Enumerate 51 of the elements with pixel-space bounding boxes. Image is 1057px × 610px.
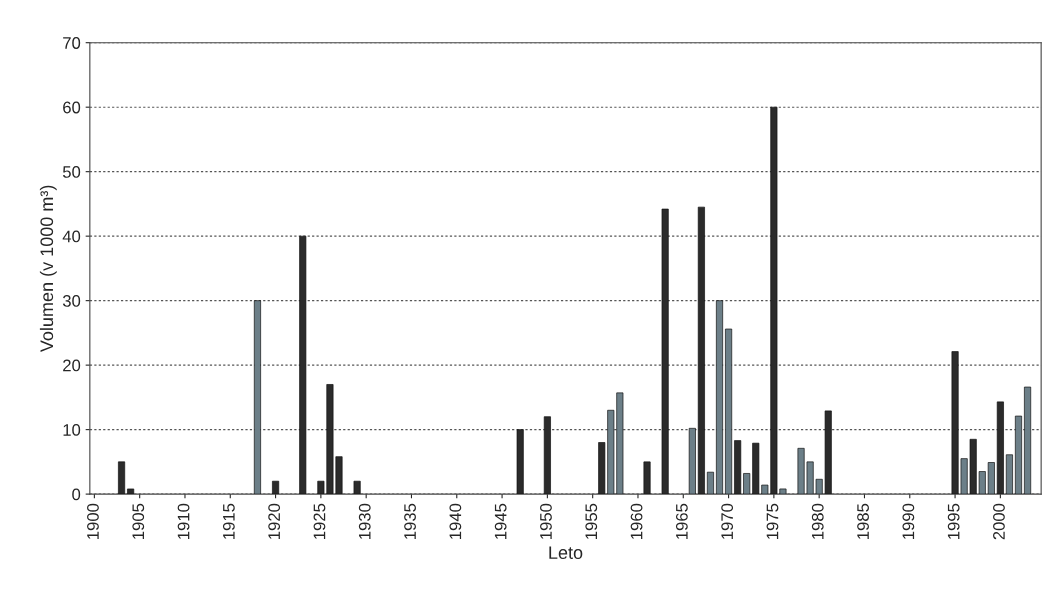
y-tick-label: 0 bbox=[72, 488, 81, 501]
x-tick-label: 1900 bbox=[87, 503, 99, 539]
bar bbox=[543, 416, 551, 495]
x-tick-label: 1955 bbox=[585, 503, 598, 539]
x-tick-label: 1970 bbox=[721, 503, 734, 539]
bar bbox=[118, 461, 126, 495]
x-tick-label: 1935 bbox=[404, 503, 416, 539]
bar bbox=[697, 206, 705, 495]
bar bbox=[725, 328, 733, 495]
x-tick-label: 1960 bbox=[630, 503, 643, 539]
bar bbox=[643, 461, 651, 495]
y-tick-label: 10 bbox=[63, 424, 81, 436]
bar bbox=[1005, 454, 1013, 495]
x-tick-label: 1930 bbox=[358, 503, 371, 539]
x-tick-label: 1905 bbox=[132, 503, 145, 539]
y-tick-label: 40 bbox=[62, 230, 81, 243]
x-tick-label: 1910 bbox=[177, 503, 190, 539]
y-tick-label: 50 bbox=[62, 166, 81, 178]
bar bbox=[715, 300, 724, 495]
x-tick-label: 1945 bbox=[494, 503, 507, 539]
x-tick-label: 1965 bbox=[675, 503, 688, 539]
bar bbox=[661, 208, 669, 495]
x-tick-label: 1980 bbox=[811, 503, 824, 539]
y-tick-label: 70 bbox=[63, 37, 81, 49]
bar bbox=[1024, 386, 1032, 495]
bar bbox=[516, 429, 524, 495]
x-axis-title: Leto bbox=[549, 546, 583, 560]
bar bbox=[299, 235, 307, 495]
x-tick-label: 2000 bbox=[993, 503, 1005, 540]
bar bbox=[688, 427, 696, 495]
bar bbox=[996, 401, 1004, 495]
bar bbox=[706, 471, 714, 495]
y-tick-label: 20 bbox=[63, 359, 81, 372]
x-tick-label: 1925 bbox=[313, 503, 326, 539]
x-tick-label: 1920 bbox=[268, 503, 281, 539]
x-tick-label: 1985 bbox=[857, 503, 869, 539]
x-tick-label: 1995 bbox=[947, 503, 960, 539]
x-tick-label: 1915 bbox=[222, 503, 235, 539]
bar bbox=[734, 440, 742, 495]
bar bbox=[353, 480, 361, 495]
x-tick-label: 1940 bbox=[449, 503, 462, 539]
x-tick-label: 1975 bbox=[766, 503, 779, 539]
y-tick-label: 30 bbox=[62, 295, 81, 307]
y-tick-label: 60 bbox=[63, 101, 81, 114]
x-tick-label: 1990 bbox=[902, 503, 915, 539]
bar bbox=[253, 300, 261, 495]
bar bbox=[272, 480, 280, 495]
bar bbox=[127, 488, 135, 495]
x-tick-label: 1950 bbox=[540, 503, 552, 539]
bar bbox=[1014, 415, 1023, 495]
y-axis-title: Volumen (v 1000 m³) bbox=[39, 185, 57, 353]
